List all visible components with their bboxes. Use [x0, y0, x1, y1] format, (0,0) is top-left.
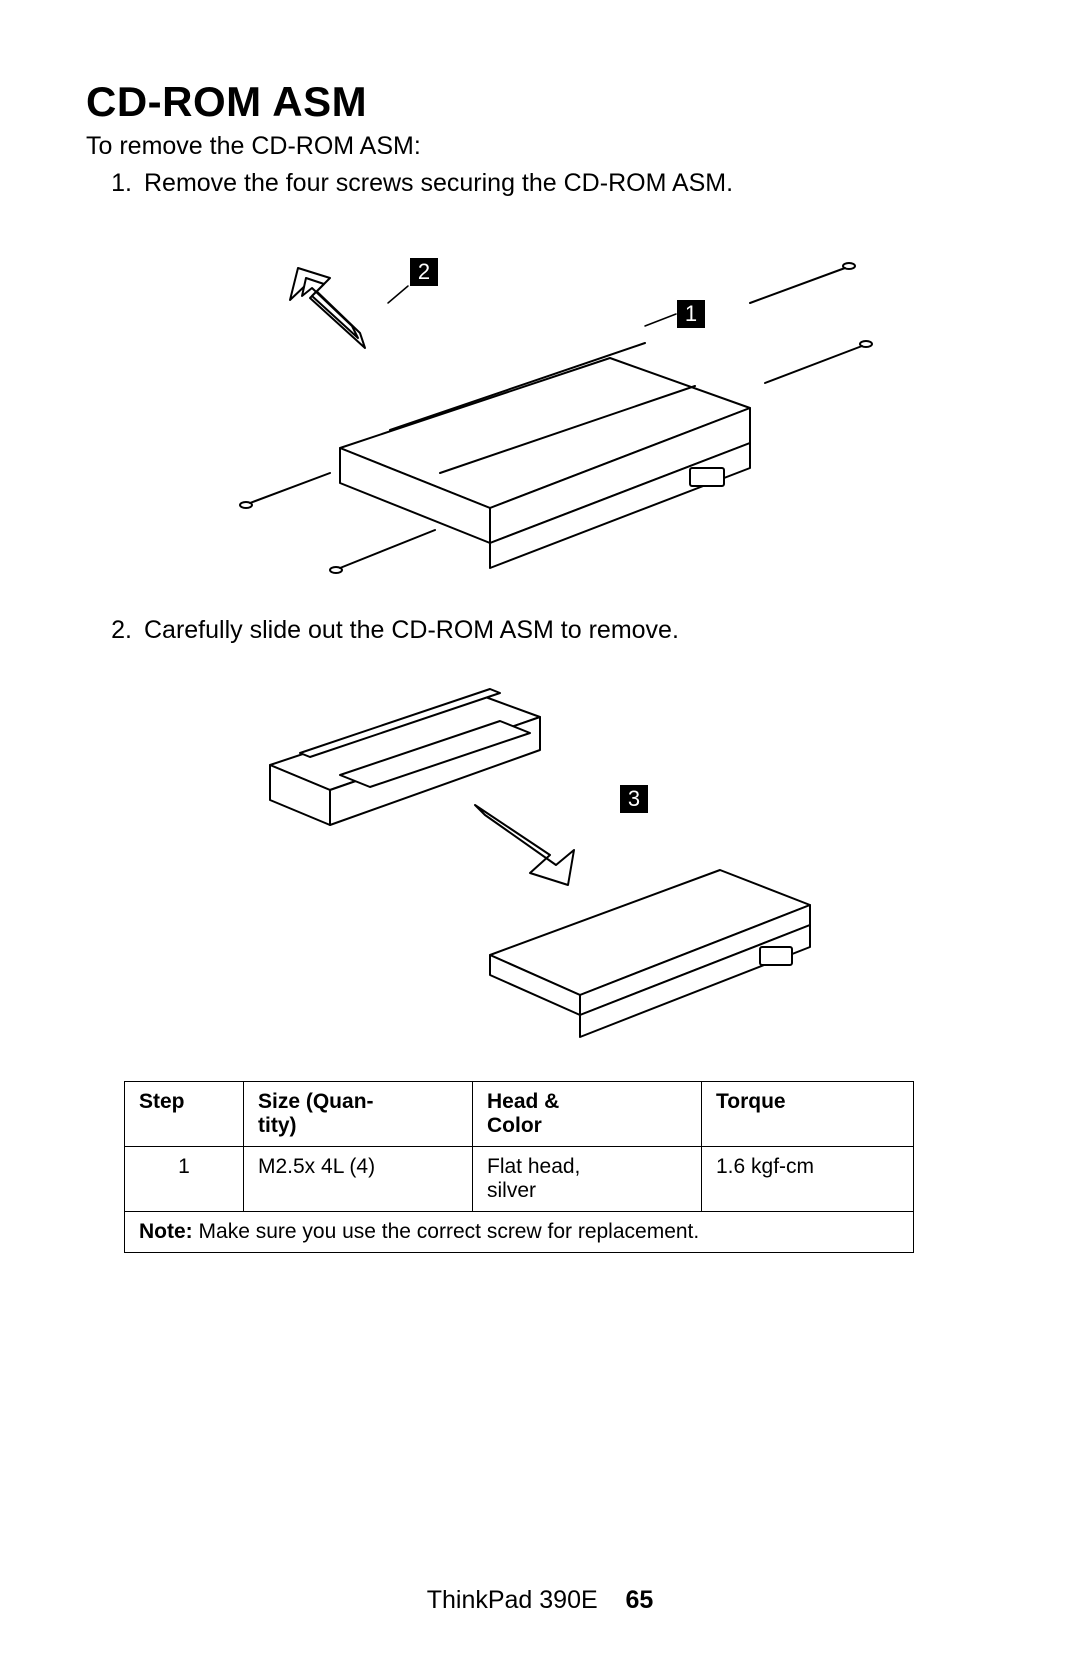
figure-1: 1 2 — [86, 208, 994, 598]
step-item: 1. Remove the four screws securing the C… — [86, 169, 994, 198]
callout-1: 1 — [677, 300, 705, 328]
step-item: 2. Carefully slide out the CD-ROM ASM to… — [86, 616, 994, 645]
page-footer: ThinkPad 390E 65 — [0, 1586, 1080, 1615]
th-size: Size (Quan- tity) — [244, 1082, 473, 1147]
screw-icon — [330, 530, 435, 573]
note-label: Note: — [139, 1220, 193, 1243]
screw-icon — [750, 263, 855, 303]
lead-text: To remove the CD-ROM ASM: — [86, 132, 994, 161]
cell-head: Flat head, silver — [473, 1147, 702, 1212]
footer-doc: ThinkPad 390E — [427, 1586, 598, 1614]
steps-list-2: 2. Carefully slide out the CD-ROM ASM to… — [86, 616, 994, 645]
footer-page: 65 — [625, 1586, 653, 1614]
th-step: Step — [125, 1082, 244, 1147]
svg-text:1: 1 — [685, 301, 697, 326]
th-head: Head & Color — [473, 1082, 702, 1147]
th-torque: Torque — [702, 1082, 914, 1147]
steps-list: 1. Remove the four screws securing the C… — [86, 169, 994, 198]
cell-step: 1 — [125, 1147, 244, 1212]
section-title: CD-ROM ASM — [86, 78, 994, 126]
screw-icon — [240, 473, 330, 508]
figure-2: 3 — [86, 655, 994, 1055]
svg-text:2: 2 — [418, 259, 430, 284]
step-number: 1. — [86, 169, 144, 198]
callout-3: 3 — [620, 785, 648, 813]
cell-note: Note: Make sure you use the correct scre… — [125, 1212, 914, 1253]
page: CD-ROM ASM To remove the CD-ROM ASM: 1. … — [0, 0, 1080, 1669]
step-text: Remove the four screws securing the CD-R… — [144, 169, 733, 198]
step-number: 2. — [86, 616, 144, 645]
cell-torque: 1.6 kgf-cm — [702, 1147, 914, 1212]
table-row: 1 M2.5x 4L (4) Flat head, silver 1.6 kgf… — [125, 1147, 914, 1212]
step-text: Carefully slide out the CD-ROM ASM to re… — [144, 616, 679, 645]
direction-arrow-icon — [290, 268, 365, 348]
figure-2-svg: 3 — [230, 655, 850, 1055]
callout-2: 2 — [410, 258, 438, 286]
cell-size: M2.5x 4L (4) — [244, 1147, 473, 1212]
svg-text:3: 3 — [628, 786, 640, 811]
direction-arrow-icon — [475, 805, 574, 885]
table-note-row: Note: Make sure you use the correct scre… — [125, 1212, 914, 1253]
screw-icon — [765, 341, 872, 383]
note-text: Make sure you use the correct screw for … — [199, 1220, 700, 1243]
screw-table: Step Size (Quan- tity) Head & Color Torq… — [124, 1081, 914, 1253]
figure-1-svg: 1 2 — [190, 208, 890, 598]
